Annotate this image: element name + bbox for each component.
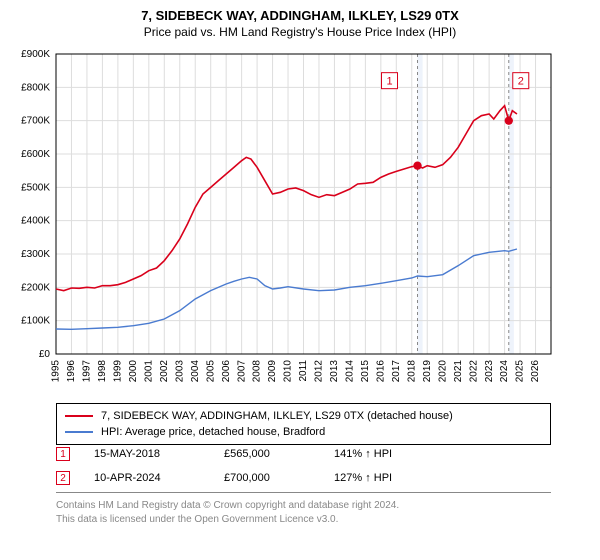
highlight-band [418, 54, 423, 354]
x-axis-label: 2022 [468, 360, 479, 383]
x-axis-label: 2011 [298, 360, 309, 382]
legend-row: HPI: Average price, detached house, Brad… [65, 424, 542, 440]
legend-label: 7, SIDEBECK WAY, ADDINGHAM, ILKLEY, LS29… [101, 410, 453, 422]
event-row: 2 10-APR-2024£700,000127% ↑ HPI [56, 469, 551, 487]
x-axis-label: 2015 [360, 360, 371, 383]
legend-swatch [65, 415, 93, 417]
event-marker-dot [413, 161, 421, 169]
event-row: 1 15-MAY-2018£565,000141% ↑ HPI [56, 445, 551, 463]
y-axis-label: £600K [21, 149, 50, 160]
x-axis-label: 2019 [422, 360, 433, 383]
event-date: 15-MAY-2018 [94, 448, 224, 460]
x-axis-label: 2013 [329, 360, 340, 383]
x-axis-label: 2010 [283, 360, 294, 383]
x-axis-label: 2001 [143, 360, 154, 383]
x-axis-label: 2017 [391, 360, 402, 383]
x-axis-label: 2006 [221, 360, 232, 383]
y-axis-label: £300K [21, 249, 50, 260]
x-axis-label: 1998 [97, 360, 108, 383]
y-axis-label: £700K [21, 116, 50, 127]
event-marker-number: 2 [518, 76, 524, 88]
x-axis-label: 1996 [66, 360, 77, 383]
event-marker-number: 1 [386, 76, 392, 88]
x-axis-label: 2012 [314, 360, 325, 383]
events-table: 1 15-MAY-2018£565,000141% ↑ HPI 2 10-APR-20… [56, 445, 551, 493]
x-axis-label: 1999 [113, 360, 124, 383]
legend-box: 7, SIDEBECK WAY, ADDINGHAM, ILKLEY, LS29… [56, 403, 551, 445]
x-axis-label: 2016 [375, 360, 386, 383]
event-hpi: 141% ↑ HPI [334, 448, 392, 460]
highlight-band [509, 54, 514, 354]
legend-row: 7, SIDEBECK WAY, ADDINGHAM, ILKLEY, LS29… [65, 408, 542, 424]
x-axis-label: 2000 [128, 360, 139, 383]
x-axis-label: 2020 [437, 360, 448, 383]
x-axis-label: 2003 [174, 360, 185, 383]
x-axis-label: 2008 [252, 360, 263, 383]
x-axis-label: 2025 [515, 360, 526, 383]
x-axis-label: 1995 [51, 360, 62, 383]
footer-line-2: This data is licensed under the Open Gov… [56, 513, 551, 527]
legend-label: HPI: Average price, detached house, Brad… [101, 426, 325, 438]
y-axis-label: £900K [21, 49, 50, 60]
chart-subtitle: Price paid vs. HM Land Registry's House … [0, 25, 600, 39]
x-axis-label: 2004 [190, 360, 201, 383]
x-axis-label: 2018 [406, 360, 417, 383]
event-price: £565,000 [224, 448, 334, 460]
event-hpi: 127% ↑ HPI [334, 472, 392, 484]
x-axis-label: 2014 [345, 360, 356, 383]
x-axis-label: 2026 [530, 360, 541, 383]
x-axis-label: 2023 [484, 360, 495, 383]
x-axis-label: 2002 [159, 360, 170, 383]
y-axis-label: £500K [21, 182, 50, 193]
y-axis-label: £100K [21, 316, 50, 327]
y-axis-label: £400K [21, 216, 50, 227]
x-axis-label: 2021 [453, 360, 464, 383]
x-axis-label: 2005 [205, 360, 216, 383]
title-block: 7, SIDEBECK WAY, ADDINGHAM, ILKLEY, LS29… [0, 0, 600, 39]
chart-area: £0 £100K £200K £300K £400K £500K £600K £700K £80… [0, 48, 600, 398]
y-axis-label: £200K [21, 282, 50, 293]
x-axis-label: 2007 [236, 360, 247, 383]
event-date: 10-APR-2024 [94, 472, 224, 484]
chart-container: 7, SIDEBECK WAY, ADDINGHAM, ILKLEY, LS29… [0, 0, 600, 560]
footer-attribution: Contains HM Land Registry data © Crown c… [56, 492, 551, 526]
x-axis-label: 1997 [82, 360, 93, 383]
footer-line-1: Contains HM Land Registry data © Crown c… [56, 499, 551, 513]
chart-title: 7, SIDEBECK WAY, ADDINGHAM, ILKLEY, LS29… [0, 8, 600, 23]
line-chart: £0 £100K £200K £300K £400K £500K £600K £700K £80… [0, 48, 600, 398]
event-marker-dot [505, 116, 513, 124]
y-axis-label: £800K [21, 82, 50, 93]
x-axis-label: 2009 [267, 360, 278, 383]
event-badge: 1 [56, 447, 70, 461]
legend-swatch [65, 431, 93, 433]
event-badge: 2 [56, 471, 70, 485]
x-axis-label: 2024 [499, 360, 510, 383]
event-price: £700,000 [224, 472, 334, 484]
y-axis-label: £0 [39, 349, 51, 360]
